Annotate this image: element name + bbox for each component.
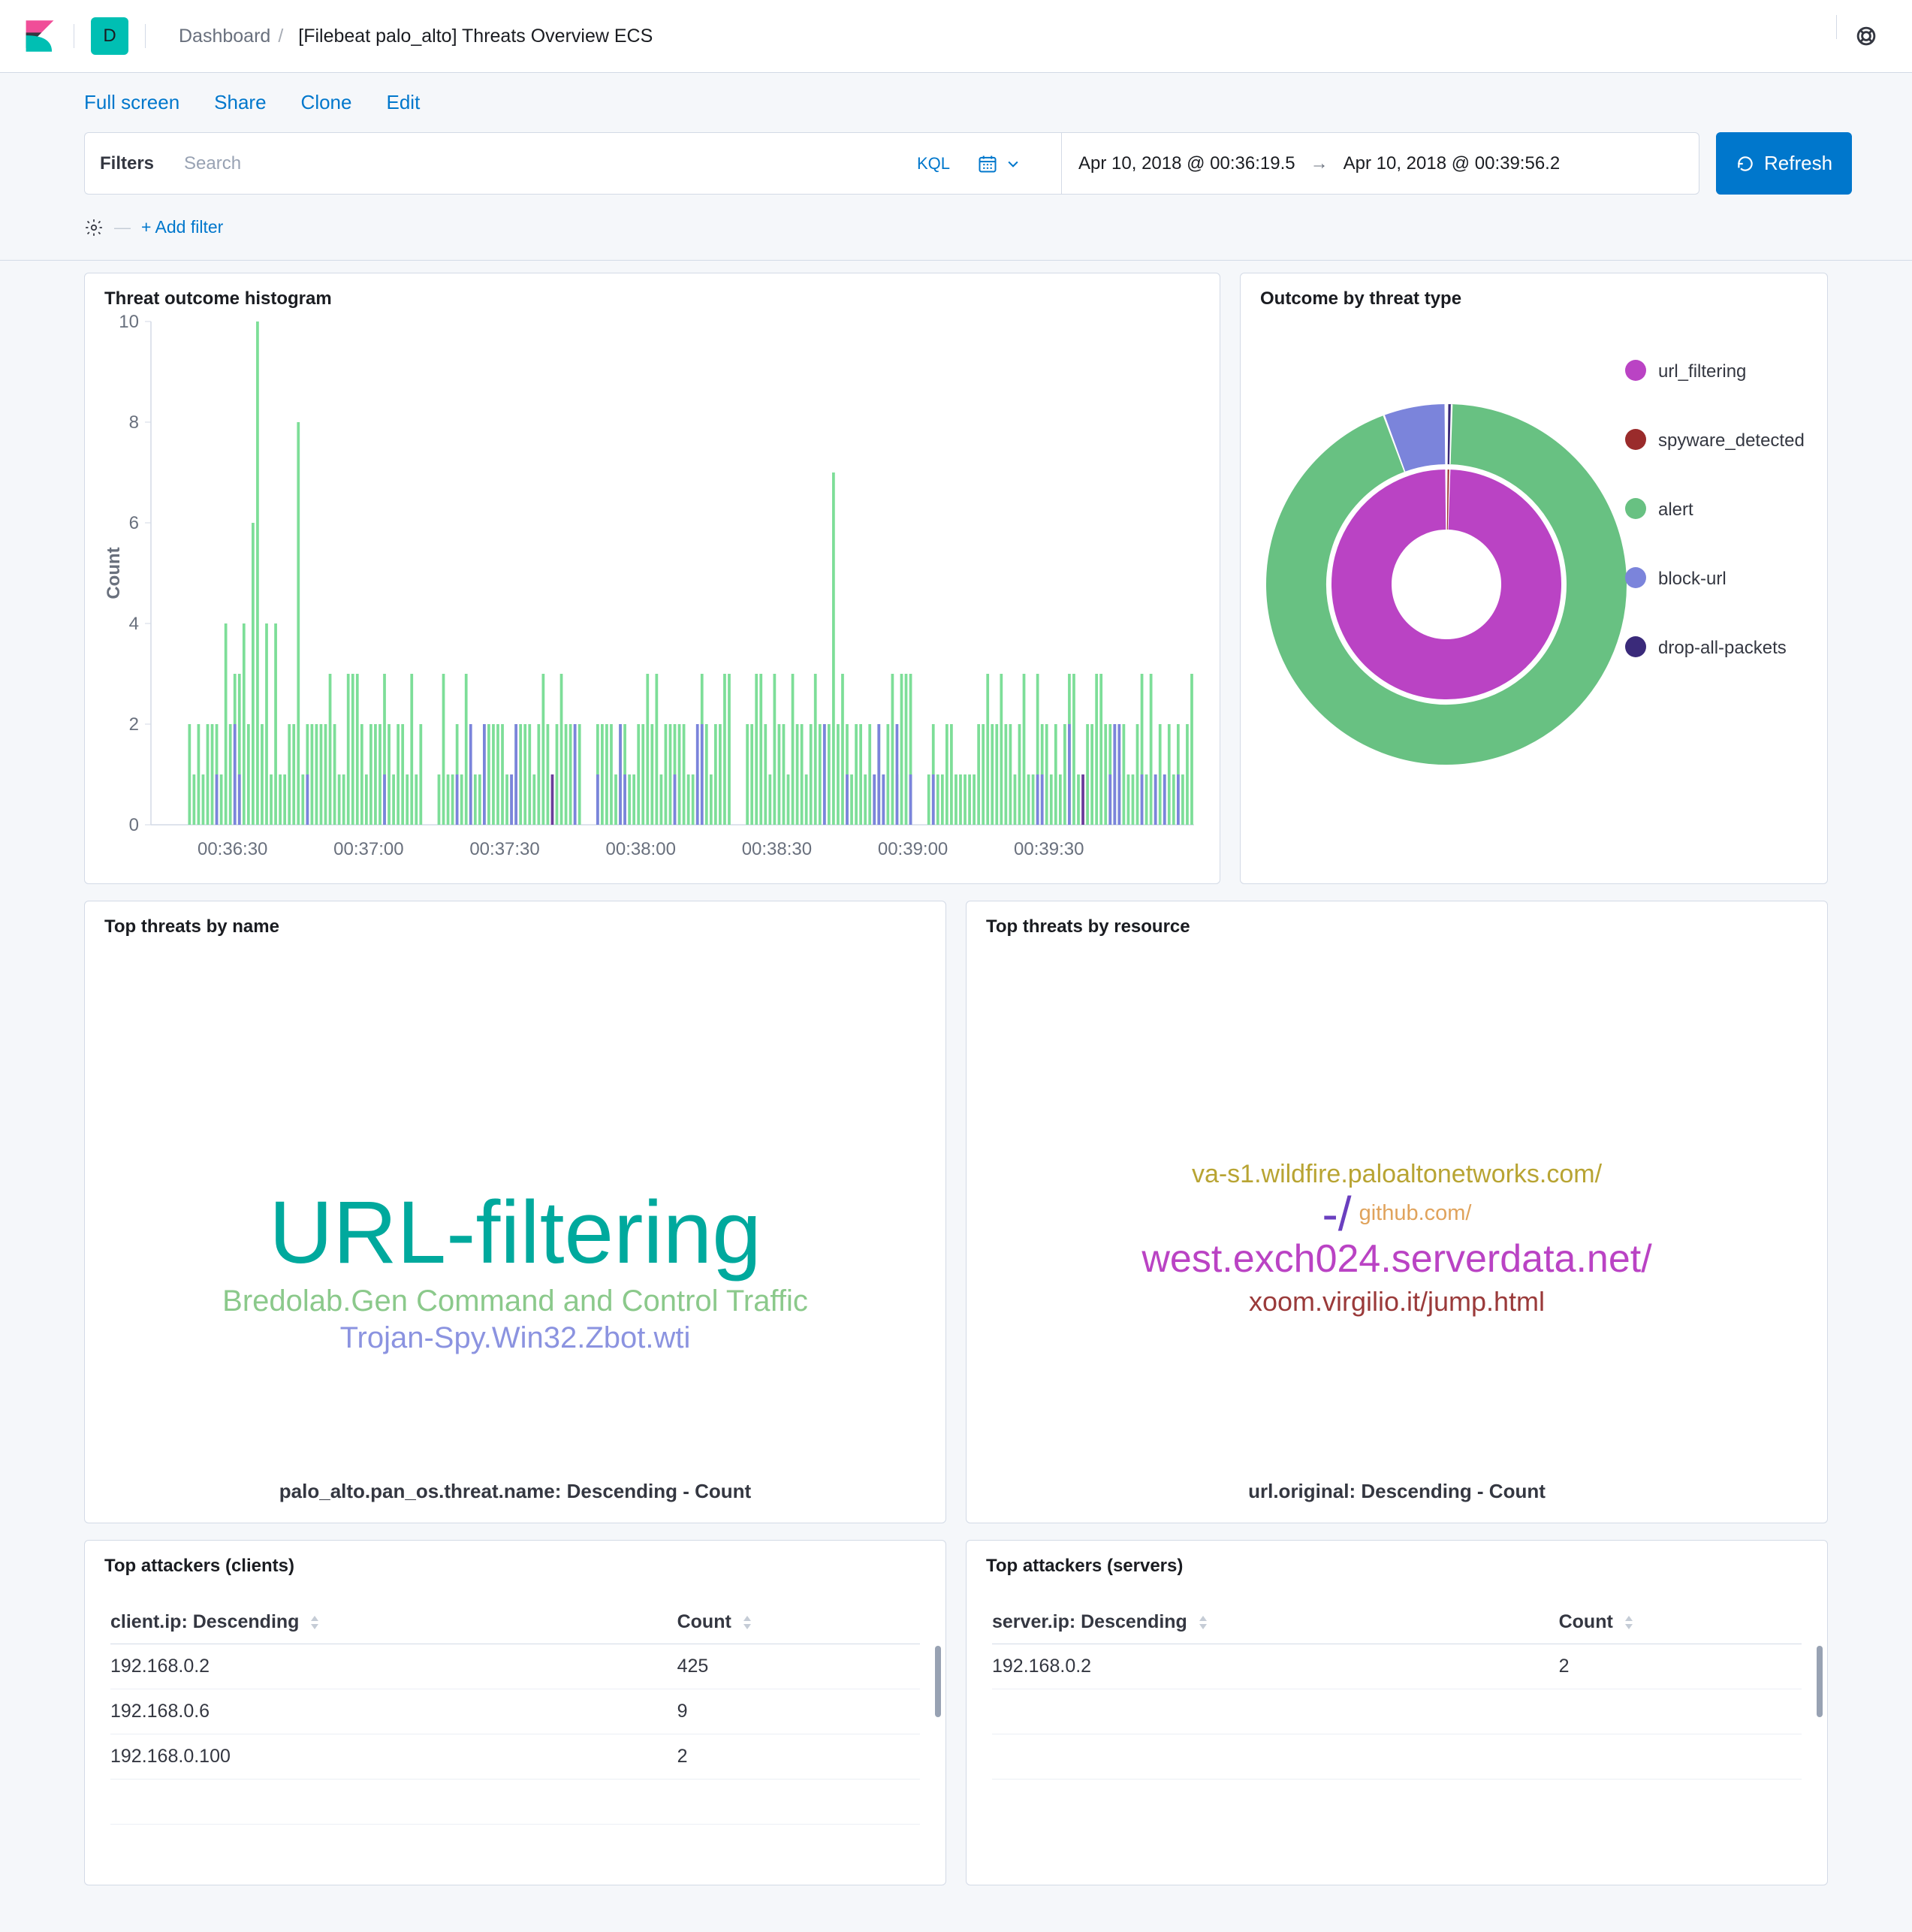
svg-text:00:39:30: 00:39:30 (1014, 839, 1084, 859)
svg-text:00:37:00: 00:37:00 (333, 839, 403, 859)
svg-text:6: 6 (129, 513, 139, 533)
svg-text:4: 4 (129, 614, 139, 634)
svg-text:2: 2 (129, 714, 139, 735)
svg-text:00:36:30: 00:36:30 (198, 839, 267, 859)
svg-text:0: 0 (129, 815, 139, 835)
svg-text:00:38:30: 00:38:30 (742, 839, 812, 859)
svg-text:Count: Count (104, 547, 124, 599)
svg-text:00:38:00: 00:38:00 (606, 839, 676, 859)
svg-text:8: 8 (129, 412, 139, 433)
svg-text:url_filtering: url_filtering (1658, 361, 1746, 382)
svg-text:00:39:00: 00:39:00 (878, 839, 948, 859)
svg-text:block-url: block-url (1658, 569, 1727, 589)
svg-text:00:37:30: 00:37:30 (469, 839, 539, 859)
svg-text:drop-all-packets: drop-all-packets (1658, 638, 1787, 658)
svg-text:@timestamp per second: @timestamp per second (568, 869, 777, 870)
svg-text:alert: alert (1658, 500, 1693, 520)
svg-text:spyware_detected: spyware_detected (1658, 430, 1805, 451)
svg-text:10: 10 (119, 314, 139, 332)
